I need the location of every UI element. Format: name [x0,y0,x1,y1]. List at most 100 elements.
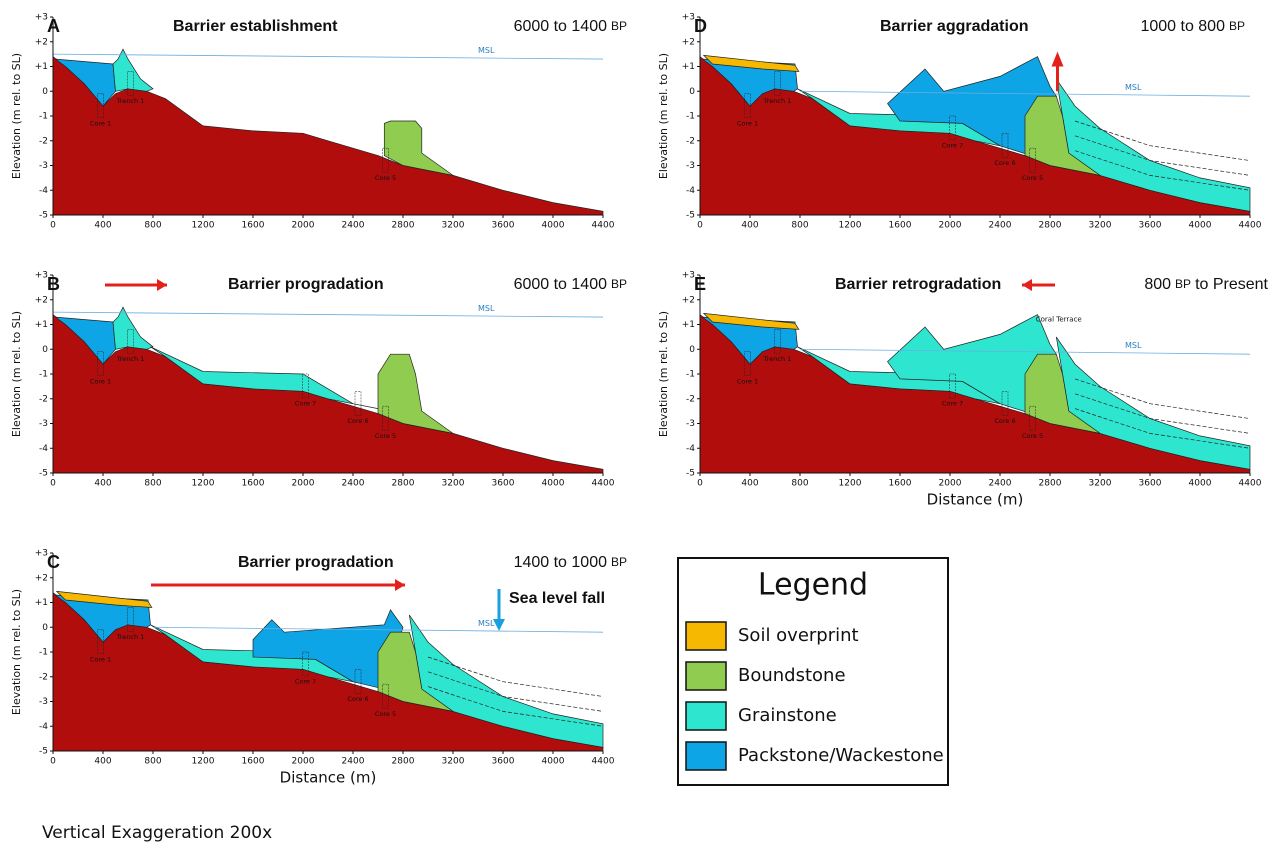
core-label: Core 1 [90,377,111,385]
core-label: Trench 1 [116,633,145,641]
y-tick-label: -3 [39,419,48,429]
y-tick-label: +2 [35,37,48,47]
y-tick-label: -5 [39,211,48,221]
y-tick-label: +3 [35,549,48,559]
core [382,405,389,431]
x-tick-label: 3600 [492,221,515,231]
y-tick-label: +3 [682,13,695,23]
panel-title: Barrier progradation [238,554,394,571]
y-tick-label: -1 [686,112,695,122]
core-label: Core 5 [375,432,396,440]
x-tick-label: 400 [741,221,758,231]
y-tick-label: -2 [686,136,695,146]
footer: Vertical Exaggeration 200x [42,823,272,843]
x-tick-label: 2000 [292,221,315,231]
core [1029,405,1036,431]
x-tick-label: 4400 [592,757,615,767]
msl-label: MSL [478,304,495,313]
y-tick-label: +2 [682,37,695,47]
y-tick-label: -3 [39,697,48,707]
panel-letter: E [694,274,706,294]
panel: MSL Core 1 Trench 1 Core 7 Core 6 Core 5 +3 +2 +… [657,271,1269,509]
facies-bound [377,353,454,434]
core-label: Core 7 [295,400,316,408]
y-tick-label: -5 [686,211,695,221]
panel-title: Barrier retrogradation [835,276,1001,293]
legend-label: Packstone/Wackestone [738,745,944,766]
bed-line [427,686,604,727]
x-tick-label: 4400 [592,221,615,231]
age-part: 800 [1144,276,1171,293]
msl-label: MSL [478,619,495,628]
x-tick-label: 2800 [392,479,415,489]
core [744,351,751,376]
msl-line [52,311,604,318]
msl-line [799,90,1251,97]
panel-letter: C [47,552,60,572]
y-tick-label: -4 [39,186,48,196]
y-tick-label: -4 [686,186,695,196]
x-tick-label: 4000 [542,479,565,489]
core [127,607,134,632]
x-tick-label: 2800 [1039,479,1062,489]
panel-age: 1000 to 800 BP [1140,18,1245,35]
x-tick-label: 3200 [442,221,465,231]
arrowhead [395,579,405,591]
core [949,115,956,141]
age-part: BP [1175,277,1191,291]
y-tick-label: 0 [42,345,48,355]
bed-line [1074,135,1251,176]
core [774,329,781,354]
y-tick-label: -1 [39,648,48,658]
core [354,669,362,694]
x-tick-label: 1600 [242,221,265,231]
arrowhead [493,619,505,631]
bed-line [427,656,604,697]
panel-letter: D [694,16,707,36]
core [774,71,781,96]
x-tick-label: 4000 [1189,479,1212,489]
y-axis-label: Elevation (m rel. to SL) [10,53,23,179]
x-tick-label: 1200 [192,479,215,489]
y-tick-label: +1 [35,62,48,72]
core-label: Core 6 [994,159,1015,167]
core-label: Core 7 [942,400,963,408]
core [127,71,134,96]
core [744,93,751,118]
panel: MSL Core 1 Trench 1 Core 7 Core 6 Core 5 +3 +2 +… [10,549,627,787]
facies-grain [112,306,154,350]
y-tick-label: +3 [682,271,695,281]
bed-line [1074,393,1251,434]
core-label: Core 5 [375,710,396,718]
panel-letter: A [47,16,60,36]
facies-pack [701,316,798,365]
x-tick-label: 2000 [939,221,962,231]
core-label: Trench 1 [116,97,145,105]
core-label: Core 1 [737,377,758,385]
x-tick-label: 3200 [442,479,465,489]
bed-line [1074,378,1251,419]
x-tick-label: 1200 [192,757,215,767]
x-tick-label: 2000 [292,479,315,489]
x-tick-label: 800 [791,479,808,489]
panel-age: 800 BP to Present [1144,276,1268,293]
x-tick-label: 3200 [442,757,465,767]
x-tick-label: 400 [94,757,111,767]
core [97,629,104,654]
msl-line [799,348,1251,355]
y-tick-label: -2 [39,136,48,146]
x-tick-label: 0 [697,221,703,231]
facies-pack [887,56,1057,157]
age-part: BP [1229,19,1245,33]
age-part: BP [611,277,627,291]
y-tick-label: +3 [35,13,48,23]
core-label: Core 7 [942,142,963,150]
core [1029,147,1036,173]
bed-line [427,671,604,712]
x-tick-label: 0 [50,221,56,231]
x-tick-label: 1200 [192,221,215,231]
legend-label: Grainstone [738,705,837,726]
x-tick-label: 4000 [1189,221,1212,231]
y-tick-label: +2 [682,295,695,305]
core-label: Core 1 [90,655,111,663]
